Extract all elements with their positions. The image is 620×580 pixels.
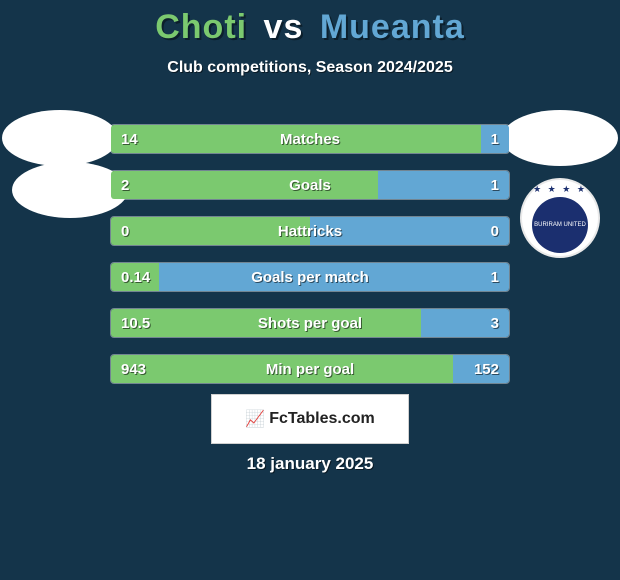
chart-icon: 📈 <box>245 409 263 429</box>
stat-bar: 943Min per goal152 <box>110 354 510 384</box>
bar-right-segment <box>378 171 509 199</box>
player1-name: Choti <box>155 8 247 46</box>
snapshot-date: 18 january 2025 <box>0 454 620 474</box>
stat-bar: 2Goals1 <box>110 170 510 200</box>
comparison-title: Choti vs Mueanta <box>0 0 620 47</box>
brand-label: FcTables.com <box>269 410 375 428</box>
player2-name: Mueanta <box>320 8 465 46</box>
crest-inner: BURIRAM UNITED <box>532 197 588 253</box>
bar-right-segment <box>481 125 509 153</box>
bar-right-segment <box>453 355 509 383</box>
stat-bar: 14Matches1 <box>110 124 510 154</box>
player1-badge-1 <box>2 110 118 166</box>
vs-text: vs <box>264 8 304 46</box>
bar-right-segment <box>310 217 509 245</box>
bar-right-segment <box>421 309 509 337</box>
stat-bar: 0Hattricks0 <box>110 216 510 246</box>
bar-right-segment <box>159 263 509 291</box>
subtitle: Club competitions, Season 2024/2025 <box>0 59 620 77</box>
brand-banner[interactable]: 📈 FcTables.com <box>211 394 409 444</box>
bar-left-segment <box>111 355 453 383</box>
bar-left-segment <box>111 125 481 153</box>
bar-left-segment <box>111 171 378 199</box>
stat-bar: 0.14Goals per match1 <box>110 262 510 292</box>
crest-label: BURIRAM UNITED <box>534 222 586 228</box>
bar-left-segment <box>111 217 310 245</box>
player2-club-crest: ★ ★ ★ ★ BURIRAM UNITED <box>522 180 598 256</box>
stat-bars: 14Matches1 2Goals1 0Hattricks0 0.14Goals pe… <box>110 124 510 400</box>
player2-badge-1 <box>502 110 618 166</box>
crest-stars: ★ ★ ★ ★ <box>533 184 587 195</box>
stat-bar: 10.5Shots per goal3 <box>110 308 510 338</box>
bar-left-segment <box>111 309 421 337</box>
bar-left-segment <box>111 263 159 291</box>
